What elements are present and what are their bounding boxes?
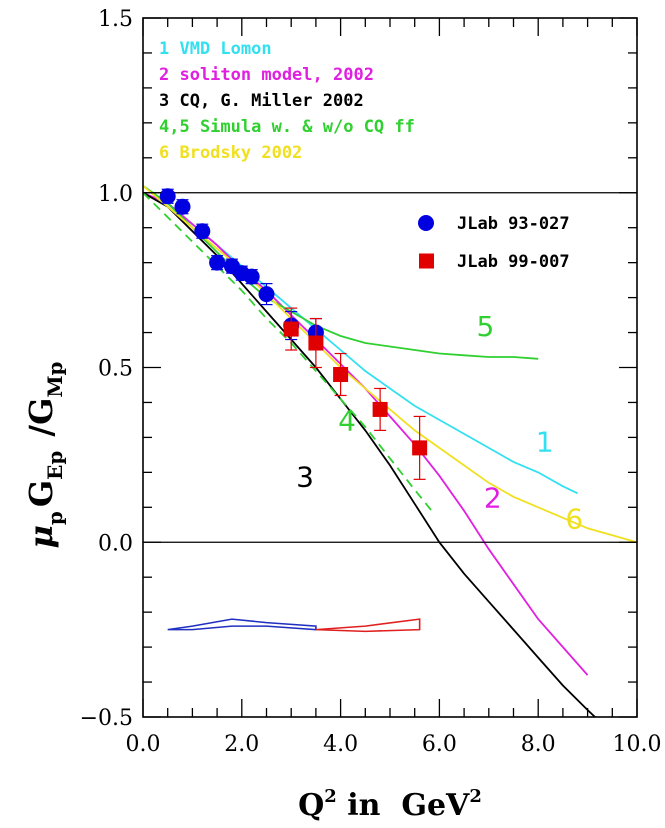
circle-point-4 (209, 254, 226, 271)
x-axis-q: Q (298, 788, 324, 823)
legend-line-3: 3 CQ, G. Miller 2002 (159, 91, 364, 111)
legend-line-2: 2 soliton model, 2002 (159, 65, 374, 85)
svg-text:μpGEp/GMp: μpGEp/GMp (22, 361, 67, 548)
ticks (142, 17, 638, 718)
square-point-1 (283, 307, 299, 351)
circle-point-3 (194, 223, 211, 240)
y-axis-title: μpGEp/GMp (22, 361, 67, 548)
systematic-band-1 (167, 618, 317, 631)
curve-5 (143, 185, 539, 360)
curve-label-4: 4 (338, 404, 356, 437)
systematic-band-2 (315, 618, 421, 633)
legend-line-5: 6 Brodsky 2002 (159, 143, 302, 163)
y-tick-label-2: 0.0 (98, 531, 133, 556)
x-tick-label-5: 8.0 (521, 732, 556, 757)
svg-text:JLab 99-007: JLab 99-007 (457, 252, 570, 272)
x-axis-unit-sup: 2 (469, 786, 482, 807)
curve-label-3: 3 (296, 460, 314, 493)
x-tick-label-6: 10.0 (613, 732, 662, 757)
reference-lines (143, 192, 637, 543)
x-axis-mid: in GeV (337, 788, 470, 823)
x-tick-label-1: 0.0 (126, 732, 161, 757)
y-axis-mu: μ (22, 525, 60, 548)
y-axis-mu-sub: p (43, 511, 67, 525)
x-axis-title: Q2 in GeV2 (298, 786, 482, 823)
circle-point-1 (159, 188, 176, 205)
square-point-5 (412, 415, 428, 480)
y-axis-gm-sub: Mp (43, 361, 67, 397)
legend-line-4: 4,5 Simula w. & w/o CQ ff (159, 117, 415, 137)
y-tick-label-4: 1.0 (98, 182, 133, 207)
legend-line-1: 1 VMD Lomon (159, 39, 272, 59)
x-tick-label-4: 6.0 (422, 732, 457, 757)
svg-text:JLab 93-027: JLab 93-027 (457, 214, 570, 234)
y-tick-label-5: 1.5 (98, 7, 133, 32)
curve-6 (143, 185, 637, 544)
labels: 0.0 2.0 4.0 6.0 8.0 10.0−0.50.00.51.01.51 VMD… (80, 7, 662, 757)
circle-point-8 (258, 283, 275, 306)
curve-3 (143, 192, 597, 717)
square-point-3 (333, 352, 349, 397)
data-points (159, 188, 428, 480)
marker-legend-1: JLab 93-027 (418, 214, 570, 234)
circle-point-7 (243, 268, 260, 285)
y-tick-label-1: −0.5 (80, 706, 133, 731)
circle-point-2 (174, 198, 191, 215)
y-axis-g-sub: Ep (43, 451, 67, 480)
curve-label-1: 1 (536, 425, 554, 458)
square-point-2 (308, 317, 324, 369)
y-tick-label-3: 0.5 (98, 357, 133, 382)
marker-legend-2: JLab 99-007 (419, 252, 570, 272)
y-axis-g: G (22, 480, 60, 507)
curve-label-6: 6 (565, 502, 583, 535)
curve-label-5: 5 (476, 310, 494, 343)
systematic-bands (167, 618, 421, 633)
curve-label-2: 2 (484, 481, 502, 514)
y-axis-slash: /G (22, 398, 60, 437)
x-tick-label-3: 4.0 (323, 732, 358, 757)
square-point-4 (372, 387, 388, 432)
x-tick-label-2: 2.0 (224, 732, 259, 757)
x-axis-q-sup: 2 (324, 786, 337, 807)
